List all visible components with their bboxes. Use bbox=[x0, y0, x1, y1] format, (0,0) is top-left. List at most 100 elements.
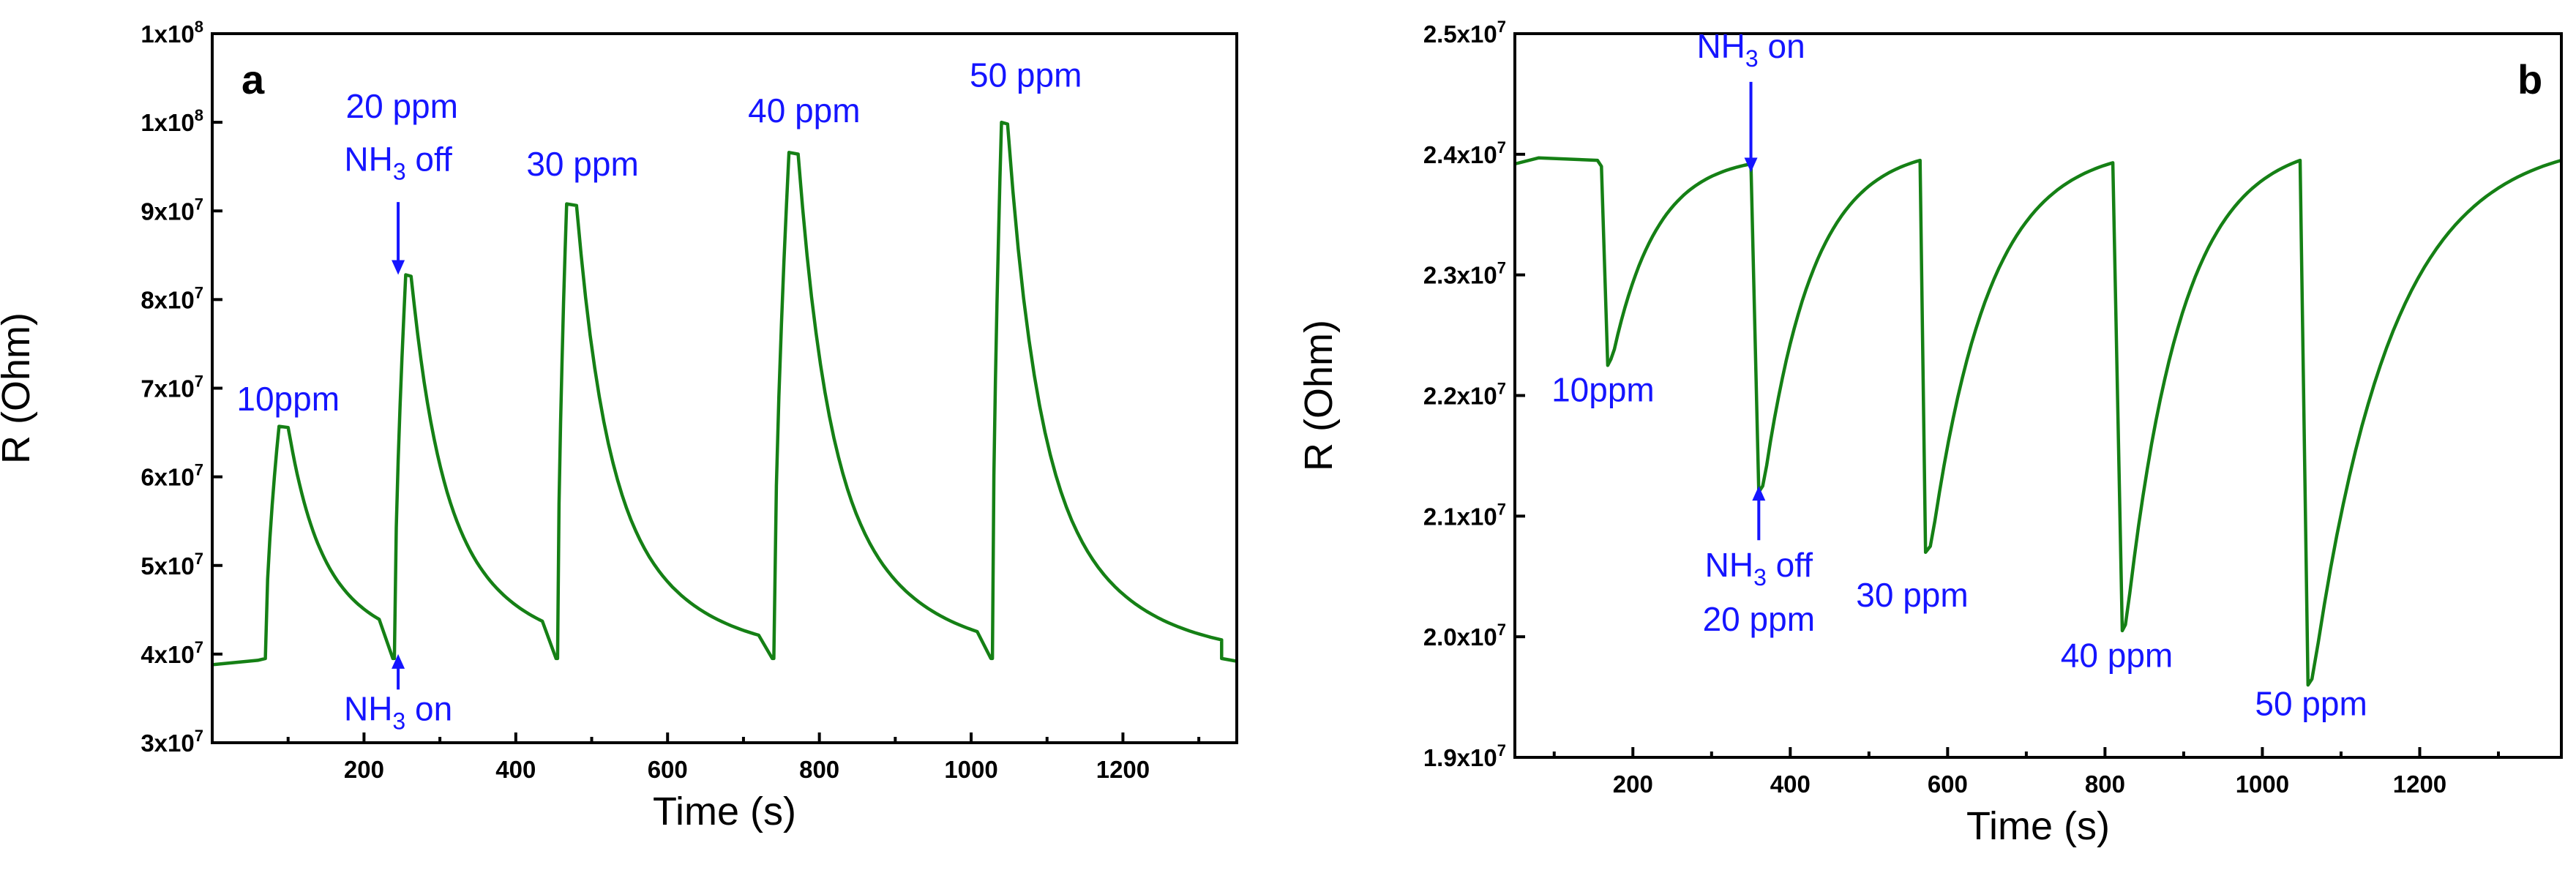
plot-frame-b bbox=[1513, 32, 2563, 759]
concentration-annotation: 30 ppm bbox=[526, 145, 638, 183]
nh3-arrow-head bbox=[392, 653, 405, 669]
y-tick-mantissa: 2.2x10 bbox=[1423, 383, 1497, 410]
x-tick-label: 200 bbox=[344, 756, 384, 783]
concentration-annotation: 40 ppm bbox=[2061, 636, 2173, 674]
y-tick-exponent: 7 bbox=[195, 372, 203, 391]
nh3-off-label: NH3 off bbox=[344, 140, 452, 185]
y-tick-mantissa: 2.3x10 bbox=[1423, 262, 1497, 289]
nh3-main: NH bbox=[344, 690, 392, 728]
nh3-subscript: 3 bbox=[1753, 564, 1767, 591]
x-tick-label: 1000 bbox=[944, 756, 997, 783]
nh3-main: NH bbox=[1705, 546, 1753, 584]
y-tick-exponent: 7 bbox=[195, 283, 203, 301]
y-tick-exponent: 7 bbox=[1497, 741, 1506, 760]
y-tick-label: 2.0x107 bbox=[1423, 621, 1506, 651]
y-tick-exponent: 7 bbox=[195, 550, 203, 568]
y-tick-label: 3x107 bbox=[141, 727, 203, 757]
y-tick-mantissa: 6x10 bbox=[141, 464, 194, 491]
y-tick-mantissa: 7x10 bbox=[141, 375, 194, 402]
nh3-state: on bbox=[1759, 27, 1805, 65]
y-tick-mantissa: 2.5x10 bbox=[1423, 20, 1497, 48]
nh3-subscript: 3 bbox=[393, 159, 406, 185]
x-tick-label: 600 bbox=[648, 756, 688, 783]
y-tick-exponent: 7 bbox=[1497, 621, 1506, 639]
nh3-main: NH bbox=[1696, 27, 1745, 65]
nh3-on-label: NH3 on bbox=[1696, 27, 1805, 72]
concentration-annotation: 50 ppm bbox=[2255, 684, 2367, 722]
nh3-arrow-head bbox=[392, 260, 405, 275]
y-tick-exponent: 7 bbox=[195, 727, 203, 745]
x-tick-label: 1200 bbox=[1096, 756, 1150, 783]
y-tick-exponent: 8 bbox=[195, 18, 203, 36]
y-tick-mantissa: 9x10 bbox=[141, 198, 194, 225]
y-tick-mantissa: 2.0x10 bbox=[1423, 623, 1497, 651]
y-axis-title: R (Ohm) bbox=[1297, 320, 1341, 471]
y-tick-label: 2.2x107 bbox=[1423, 380, 1506, 410]
y-tick-label: 5x107 bbox=[141, 550, 203, 580]
y-tick-mantissa: 1.9x10 bbox=[1423, 744, 1497, 771]
y-tick-label: 8x107 bbox=[141, 283, 203, 313]
nh3-subscript: 3 bbox=[392, 708, 405, 735]
concentration-annotation: 10ppm bbox=[1551, 371, 1655, 409]
y-tick-mantissa: 2.1x10 bbox=[1423, 503, 1497, 530]
y-tick-mantissa: 3x10 bbox=[141, 730, 194, 757]
y-tick-exponent: 8 bbox=[195, 106, 203, 124]
series-line-a bbox=[211, 120, 1238, 667]
y-tick-exponent: 7 bbox=[1497, 380, 1506, 398]
y-tick-exponent: 7 bbox=[1497, 18, 1506, 36]
y-tick-label: 1x108 bbox=[141, 18, 203, 48]
y-tick-exponent: 7 bbox=[195, 195, 203, 213]
nh3-state: on bbox=[405, 690, 452, 728]
y-tick-exponent: 7 bbox=[195, 461, 203, 479]
concentration-annotation: 10ppm bbox=[236, 380, 340, 418]
y-tick-label: 9x107 bbox=[141, 195, 203, 225]
x-tick-label: 800 bbox=[2085, 771, 2125, 798]
panel-label-a: a bbox=[242, 56, 265, 102]
panel-a: 200 400 600 800 1000 12003x1074x1075x1076x107… bbox=[0, 18, 1238, 833]
nh3-on-label: NH3 on bbox=[344, 690, 452, 735]
y-tick-mantissa: 2.4x10 bbox=[1423, 141, 1497, 168]
y-tick-label: 2.5x107 bbox=[1423, 18, 1506, 48]
nh3-arrow-head bbox=[1752, 486, 1766, 501]
concentration-annotation: 20 ppm bbox=[1703, 600, 1815, 638]
y-tick-exponent: 7 bbox=[1497, 500, 1506, 518]
x-tick-label: 200 bbox=[1613, 771, 1653, 798]
y-tick-label: 1x108 bbox=[141, 106, 203, 136]
y-tick-mantissa: 1x10 bbox=[141, 109, 194, 136]
x-tick-label: 600 bbox=[1928, 771, 1968, 798]
y-tick-mantissa: 1x10 bbox=[141, 20, 194, 48]
nh3-main: NH bbox=[344, 140, 392, 179]
x-axis-title: Time (s) bbox=[653, 790, 796, 833]
nh3-off-label: NH3 off bbox=[1705, 546, 1813, 591]
concentration-annotation: 20 ppm bbox=[346, 87, 458, 125]
nh3-state: off bbox=[1767, 546, 1813, 584]
y-tick-exponent: 7 bbox=[195, 638, 203, 656]
y-tick-exponent: 7 bbox=[1497, 138, 1506, 157]
y-axis-title: R (Ohm) bbox=[0, 312, 38, 464]
y-tick-exponent: 7 bbox=[1497, 259, 1506, 277]
concentration-annotation: 30 ppm bbox=[1856, 576, 1968, 614]
nh3-state: off bbox=[406, 140, 452, 179]
panel-label-b: b bbox=[2517, 56, 2542, 102]
x-tick-label: 1200 bbox=[2393, 771, 2446, 798]
y-tick-label: 4x107 bbox=[141, 638, 203, 668]
nh3-subscript: 3 bbox=[1745, 45, 1759, 72]
x-tick-label: 800 bbox=[799, 756, 839, 783]
y-tick-label: 2.1x107 bbox=[1423, 500, 1506, 530]
y-tick-label: 6x107 bbox=[141, 461, 203, 491]
y-tick-mantissa: 4x10 bbox=[141, 641, 194, 668]
y-tick-label: 7x107 bbox=[141, 372, 203, 402]
y-tick-label: 1.9x107 bbox=[1423, 741, 1506, 771]
x-tick-label: 400 bbox=[1770, 771, 1811, 798]
y-tick-mantissa: 8x10 bbox=[141, 286, 194, 313]
concentration-annotation: 40 ppm bbox=[748, 91, 860, 130]
x-tick-label: 1000 bbox=[2236, 771, 2289, 798]
x-tick-label: 400 bbox=[495, 756, 536, 783]
nh3-arrow-head bbox=[1744, 157, 1758, 173]
panel-b: 200 400 600 800 1000 12001.9x1072.0x1072.1x10… bbox=[1297, 18, 2563, 848]
x-axis-title: Time (s) bbox=[1966, 804, 2110, 848]
y-tick-label: 2.3x107 bbox=[1423, 259, 1506, 289]
y-tick-mantissa: 5x10 bbox=[141, 552, 194, 580]
y-tick-label: 2.4x107 bbox=[1423, 138, 1506, 168]
